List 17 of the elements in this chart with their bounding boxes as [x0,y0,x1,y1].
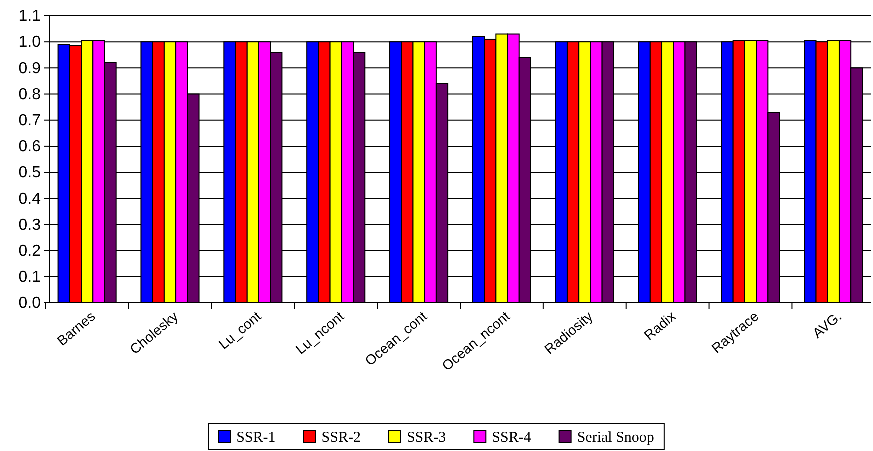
y-tick-label: 1.1 [18,8,42,26]
legend-label: SSR-3 [406,430,446,446]
y-tick-label: 0.9 [18,60,42,78]
y-tick-label: 0.4 [18,190,42,208]
y-tick-label: 0.1 [18,269,42,286]
y-tick-label: 0.2 [18,242,42,260]
legend-label: Serial Snoop [577,430,654,446]
y-tick-label: 0.8 [18,86,42,104]
legend-label: SSR-4 [492,430,532,446]
y-tick-label: 0.3 [18,216,42,234]
y-tick-label: 0.5 [18,164,42,182]
y-tick-label: 1.0 [18,34,42,52]
legend-label: SSR-1 [236,430,276,446]
y-tick-label: 0.6 [18,138,42,156]
y-tick-label: 0.0 [18,295,42,312]
legend-label: SSR-2 [322,430,361,446]
y-tick-label: 0.7 [18,112,42,130]
